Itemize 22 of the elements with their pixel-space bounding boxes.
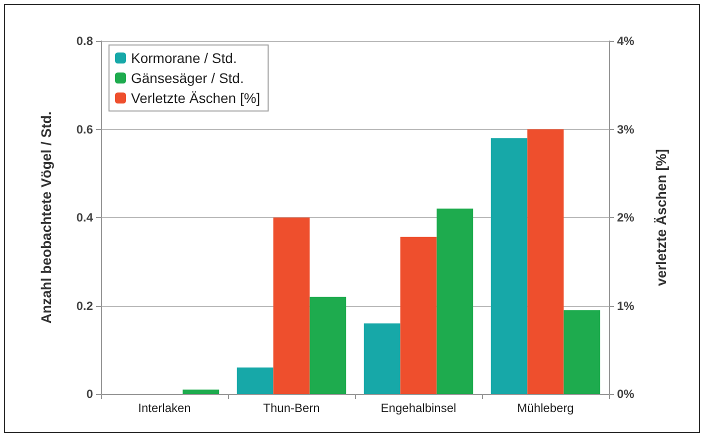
y2-tick-label: 2% [617,210,635,224]
x-tick-label: Thun-Bern [263,401,320,415]
x-tick-label: Interlaken [138,401,191,415]
bar [564,310,600,394]
legend-label: Verletzte Äschen [%] [131,90,260,106]
x-tick-label: Engehalbinsel [380,401,456,415]
y2-tick-label: 4% [617,34,635,48]
y2-axis-title: verletzte Äschen [%] [653,149,669,286]
y-tick-label: 0 [86,387,94,401]
bar [236,368,274,394]
y2-tick-label: 1% [617,298,635,313]
y2-tick-label: 0% [617,387,635,401]
y-axis-title: Anzahl beobachtete Vögel / Std. [38,111,54,324]
legend-label: Kormorane / Std. [131,50,237,66]
y-tick-label: 0.6 [76,122,94,136]
x-tick-label: Mühleberg [517,401,574,415]
bar [182,390,220,394]
y-tick-label: 0.8 [76,34,94,48]
y-tick-label: 0.4 [76,210,94,224]
y2-tick-label: 3% [617,122,635,136]
legend-label: Gänsesäger / Std. [131,70,244,86]
y-tick-label: 0.2 [76,298,94,313]
